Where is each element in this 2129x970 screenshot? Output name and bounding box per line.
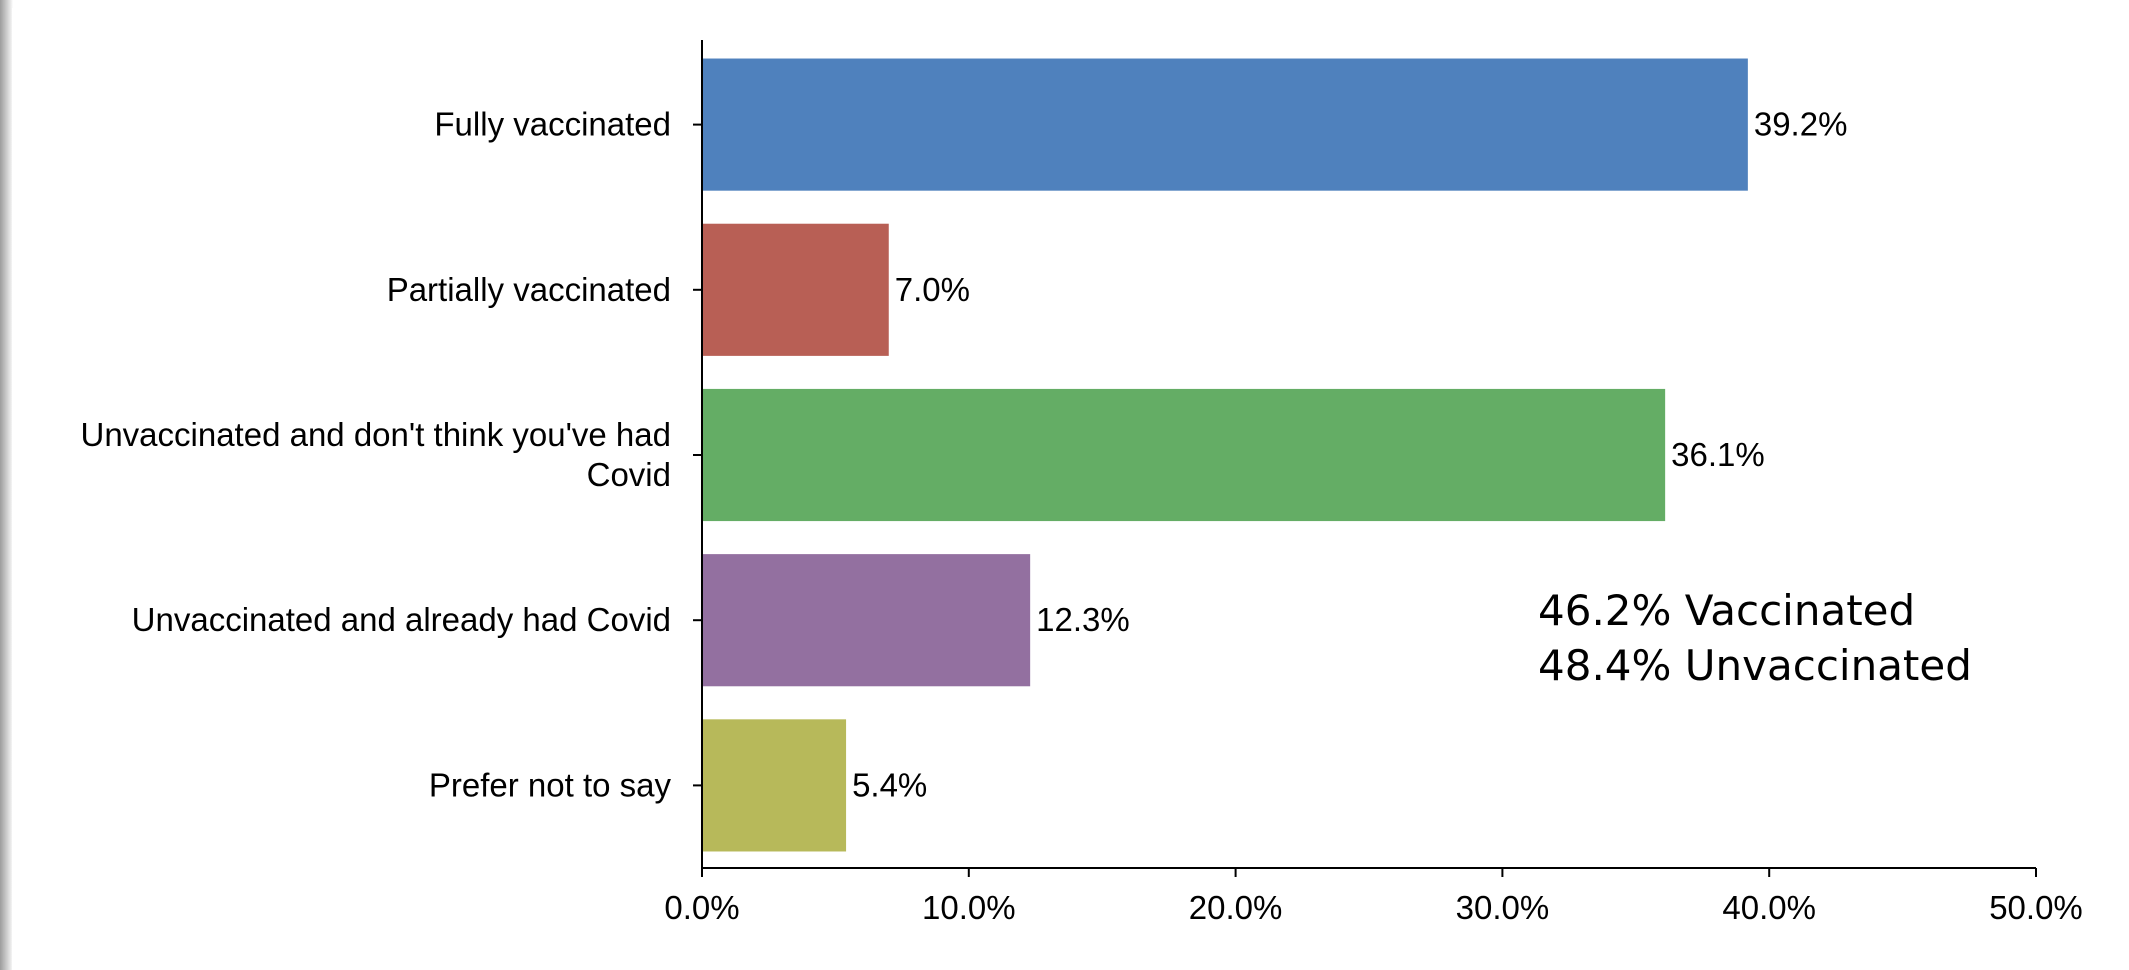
- category-label: Partially vaccinated: [387, 271, 671, 308]
- value-label: 36.1%: [1671, 436, 1765, 473]
- bar: [703, 719, 847, 852]
- bar: [703, 554, 1031, 687]
- value-label: 39.2%: [1754, 106, 1848, 143]
- annotation-box: 46.2% Vaccinated 48.4% Unvaccinated: [1538, 586, 1972, 690]
- value-label: 5.4%: [852, 766, 927, 803]
- x-tick-label: 0.0%: [664, 889, 739, 926]
- category-label: Prefer not to say: [429, 766, 672, 803]
- x-tick-label: 50.0%: [1989, 889, 2083, 926]
- annotation-line: 46.2% Vaccinated: [1538, 586, 1915, 635]
- labels: Fully vaccinated 39.2% Partially vaccinate…: [80, 106, 1847, 804]
- category-label: Unvaccinated and already had Covid: [132, 601, 671, 638]
- x-tick-label: 40.0%: [1722, 889, 1816, 926]
- value-label: 12.3%: [1036, 601, 1130, 638]
- axes: 0.0% 10.0% 20.0% 30.0% 40.0% 50.0%: [664, 40, 2083, 926]
- bars: [703, 58, 1748, 852]
- value-label: 7.0%: [895, 271, 970, 308]
- annotation-line: 48.4% Unvaccinated: [1538, 641, 1972, 690]
- bar: [703, 388, 1666, 522]
- x-tick-label: 10.0%: [922, 889, 1016, 926]
- bar-chart: 0.0% 10.0% 20.0% 30.0% 40.0% 50.0% Fully vacc…: [12, 8, 2129, 970]
- x-tick-label: 30.0%: [1456, 889, 1550, 926]
- bar: [703, 58, 1748, 191]
- bar: [703, 223, 889, 356]
- x-tick-label: 20.0%: [1189, 889, 1283, 926]
- category-label: Unvaccinated and don't think you've had C…: [80, 416, 671, 493]
- category-label: Fully vaccinated: [434, 106, 671, 143]
